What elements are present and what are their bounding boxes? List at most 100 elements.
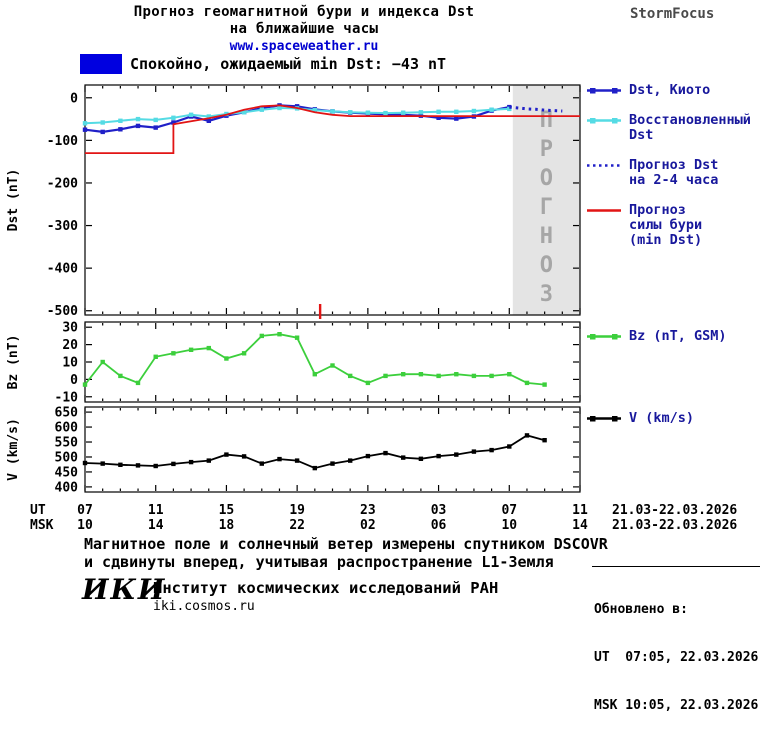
- msk-hour-label: 22: [289, 518, 305, 533]
- v-axis-title: V (km/s): [6, 418, 21, 481]
- forecast-label-letter: О: [540, 166, 553, 191]
- legend-dst: Dst, Киото Восстановленный Dst Прогноз Dst…: [586, 83, 760, 263]
- legend-item: Прогноз Dst на 2-4 часа: [586, 158, 760, 188]
- dst-reconstructed-line-marker: [401, 110, 406, 115]
- bz-line-marker: [436, 373, 441, 379]
- bz-line-marker: [188, 347, 194, 352]
- spaceweather-link[interactable]: www.spaceweather.ru: [229, 39, 379, 54]
- ut-hour-label: 11: [572, 503, 588, 518]
- y-tick-label: -400: [47, 262, 78, 277]
- ut-hour-label: 23: [360, 503, 376, 518]
- forecast-label-letter: З: [540, 282, 553, 307]
- v-line-marker: [454, 452, 459, 457]
- ut-row-label: UT: [30, 503, 46, 518]
- legend-label: Восстановленный Dst: [629, 112, 751, 143]
- bz-line-marker: [82, 382, 88, 387]
- dst-reconstructed-line-marker: [454, 109, 459, 114]
- dst-kyoto-line-marker: [100, 129, 105, 135]
- v-line-marker: [507, 444, 512, 449]
- v-line-marker: [383, 450, 388, 456]
- y-tick-label: 20: [62, 338, 78, 353]
- v-line-marker: [436, 453, 441, 459]
- y-tick-label: 550: [55, 436, 79, 451]
- dst-axis-title: Dst (nT): [6, 169, 21, 232]
- v-line-marker: [100, 461, 105, 466]
- legend-v: V (km/s): [586, 411, 760, 441]
- dst-kyoto-line-marker: [171, 120, 176, 125]
- msk-row-label: MSK: [30, 518, 54, 533]
- legend-label: Прогноз Dst на 2-4 часа: [629, 157, 719, 188]
- dst-reconstructed-line-marker: [489, 107, 494, 112]
- iki-logo: ИКИ: [82, 573, 167, 606]
- ut-hour-label: 11: [148, 503, 164, 518]
- updated-block: Обновлено в: UT 07:05, 22.03.2026 MSK 10…: [594, 570, 758, 730]
- y-tick-label: 0: [70, 91, 78, 106]
- footer-note-line1: Магнитное поле и солнечный ветер измерен…: [84, 535, 608, 553]
- dst-reconstructed-line-marker: [206, 114, 211, 119]
- ut-date-range: 21.03-22.03.2026: [612, 503, 737, 518]
- bz-axis-title: Bz (nT): [6, 335, 21, 390]
- bz-line-marker: [471, 373, 477, 379]
- dst-kyoto-line-marker: [135, 123, 141, 129]
- legend-item: Восстановленный Dst: [586, 113, 760, 143]
- forecast-region: [512, 85, 580, 315]
- y-tick-label: 400: [55, 480, 79, 495]
- v-line-marker: [330, 461, 335, 466]
- y-tick-label: -100: [47, 134, 78, 149]
- legend-sample-dst-reconstructed: [587, 118, 621, 124]
- bz-line-marker: [365, 380, 371, 386]
- forecast-label-letter: Н: [540, 224, 553, 249]
- forecast-label-letter: Р: [540, 137, 553, 162]
- legend-sample-bz: [587, 334, 621, 340]
- panel-border: [84, 406, 581, 493]
- bz-line-marker: [489, 373, 494, 379]
- bz-line-marker: [206, 345, 211, 351]
- y-tick-label: 500: [55, 450, 79, 465]
- dst-kyoto-line-marker: [118, 127, 123, 132]
- y-tick-label: -500: [47, 304, 78, 319]
- ut-hour-label: 15: [219, 503, 235, 518]
- dst-reconstructed-line-marker: [365, 110, 371, 115]
- bz-line-marker: [259, 333, 264, 339]
- msk-hour-label: 06: [431, 518, 447, 533]
- legend-item: Dst, Киото: [586, 83, 760, 98]
- updated-divider: [592, 566, 760, 567]
- bz-line-marker: [294, 335, 300, 340]
- v-line-marker: [241, 454, 247, 459]
- ut-hour-label: 19: [289, 503, 305, 518]
- bz-line-marker: [418, 372, 424, 377]
- forecast-label-letter: Г: [540, 195, 553, 220]
- dst-reconstructed-line-marker: [100, 120, 105, 125]
- dst-reconstructed-line-marker: [82, 121, 88, 126]
- panel-border: [84, 84, 581, 316]
- dst-reconstructed-line-marker: [153, 117, 158, 123]
- legend-item: V (km/s): [586, 411, 760, 426]
- legend-item: Bz (nT, GSM): [586, 329, 760, 344]
- bz-line-marker: [312, 372, 317, 377]
- dst-reconstructed-line-marker: [188, 112, 194, 117]
- dst-kyoto-line-marker: [454, 116, 459, 121]
- dst-reconstructed-line-marker: [135, 116, 141, 122]
- bz-line-marker: [277, 332, 282, 337]
- dst-kyoto-line-marker: [206, 118, 211, 123]
- updated-label: Обновлено в:: [594, 602, 688, 617]
- legend-label: Bz (nT, GSM): [629, 328, 727, 344]
- iki-website-link[interactable]: iki.cosmos.ru: [153, 599, 255, 614]
- panel-border: [84, 321, 581, 403]
- v-line-marker: [348, 458, 353, 463]
- dst-kyoto-line-marker: [82, 127, 88, 132]
- bz-line-marker: [153, 354, 158, 359]
- bz-line-marker: [524, 380, 530, 386]
- page-title-line2: на ближайшие часы: [229, 21, 379, 37]
- dst-reconstructed-line-marker: [348, 110, 353, 115]
- dst-forecast-dotted-line: [509, 105, 563, 113]
- dst-reconstructed-line-marker: [418, 110, 424, 115]
- legend-sample-storm-forecast: [587, 209, 621, 212]
- y-tick-label: 450: [55, 465, 79, 480]
- forecast-label-letter: О: [540, 253, 553, 278]
- legend-label: V (km/s): [629, 410, 695, 426]
- forecast-label-letter: П: [540, 108, 553, 133]
- legend-sample-dst-forecast: [587, 164, 621, 167]
- v-line-marker: [294, 458, 300, 463]
